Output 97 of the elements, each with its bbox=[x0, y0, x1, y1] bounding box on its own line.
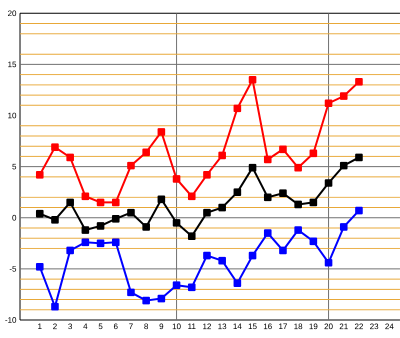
point bbox=[264, 229, 272, 237]
y-tick-label: -5 bbox=[10, 266, 16, 272]
point bbox=[66, 198, 74, 206]
x-tick-label: 23 bbox=[370, 324, 378, 330]
point bbox=[203, 252, 211, 260]
point bbox=[172, 281, 180, 290]
point bbox=[158, 128, 166, 136]
point bbox=[310, 237, 318, 246]
y-tick-label: 10 bbox=[8, 112, 16, 118]
x-tick-label: 14 bbox=[234, 324, 242, 330]
point bbox=[234, 188, 242, 196]
x-tick-label: 16 bbox=[264, 324, 272, 330]
x-tick-label: 13 bbox=[218, 324, 226, 330]
point bbox=[36, 171, 44, 179]
x-tick-label: 19 bbox=[310, 324, 318, 330]
point bbox=[324, 179, 332, 187]
point bbox=[172, 219, 180, 227]
point bbox=[218, 152, 226, 160]
x-tick-label: 22 bbox=[354, 324, 363, 330]
x-tick-label: 2 bbox=[53, 324, 57, 330]
point bbox=[279, 189, 287, 198]
point bbox=[112, 238, 120, 246]
point bbox=[279, 145, 287, 154]
point bbox=[218, 256, 226, 264]
point bbox=[324, 258, 332, 267]
point bbox=[234, 279, 242, 287]
point bbox=[248, 76, 256, 84]
x-tick-label: 8 bbox=[144, 324, 148, 330]
point bbox=[203, 208, 211, 216]
x-tick-label: 24 bbox=[385, 324, 394, 330]
point bbox=[294, 200, 302, 208]
point bbox=[279, 246, 287, 254]
x-tick-label: 18 bbox=[294, 324, 302, 330]
point bbox=[96, 198, 104, 206]
point bbox=[355, 206, 363, 214]
point bbox=[36, 210, 44, 218]
point bbox=[51, 216, 59, 224]
point bbox=[142, 148, 150, 156]
point bbox=[264, 156, 272, 164]
x-tick-label: 11 bbox=[188, 324, 196, 330]
point bbox=[203, 171, 211, 179]
point bbox=[158, 196, 166, 204]
point bbox=[96, 240, 104, 248]
point bbox=[142, 223, 150, 231]
x-tick-label: 10 bbox=[172, 324, 181, 330]
x-tick-label: 17 bbox=[279, 324, 287, 330]
point bbox=[127, 162, 135, 170]
point bbox=[324, 99, 332, 108]
point bbox=[248, 164, 256, 172]
point bbox=[188, 283, 196, 292]
point bbox=[355, 78, 363, 86]
point bbox=[51, 302, 59, 310]
point bbox=[172, 175, 180, 183]
x-tick-label: 3 bbox=[68, 324, 72, 330]
y-tick-label: 20 bbox=[8, 10, 16, 16]
y-tick-label: -10 bbox=[5, 317, 16, 323]
y-tick-label: 15 bbox=[8, 62, 16, 68]
point bbox=[158, 294, 166, 302]
point bbox=[340, 92, 348, 100]
point bbox=[234, 104, 242, 112]
point bbox=[294, 226, 302, 234]
x-tick-label: 7 bbox=[129, 324, 133, 330]
point bbox=[340, 223, 348, 231]
y-tick-label: 5 bbox=[12, 164, 16, 170]
x-tick-label: 1 bbox=[38, 324, 42, 330]
point bbox=[112, 214, 120, 223]
x-tick-label: 5 bbox=[98, 324, 102, 330]
x-tick-label: 9 bbox=[160, 324, 164, 330]
point bbox=[82, 226, 90, 234]
point bbox=[112, 198, 120, 206]
point bbox=[66, 154, 74, 162]
point bbox=[51, 143, 59, 152]
x-tick-label: 6 bbox=[114, 324, 118, 330]
point bbox=[188, 192, 196, 200]
point bbox=[218, 204, 226, 212]
point bbox=[66, 246, 74, 254]
point bbox=[310, 150, 318, 158]
point bbox=[142, 296, 150, 304]
point bbox=[82, 192, 90, 200]
y-tick-label: 0 bbox=[12, 214, 16, 221]
point bbox=[340, 162, 348, 170]
point bbox=[82, 238, 90, 246]
point bbox=[188, 232, 196, 240]
x-tick-label: 20 bbox=[324, 324, 333, 330]
point bbox=[127, 208, 135, 216]
point bbox=[127, 288, 135, 296]
point bbox=[36, 263, 44, 271]
point bbox=[355, 154, 363, 162]
point bbox=[248, 252, 256, 260]
point bbox=[310, 198, 318, 206]
x-tick-label: 15 bbox=[248, 324, 257, 330]
x-tick-label: 12 bbox=[203, 324, 212, 330]
point bbox=[264, 194, 272, 202]
point bbox=[294, 164, 302, 172]
x-tick-label: 21 bbox=[340, 324, 348, 330]
x-tick-label: 4 bbox=[83, 324, 88, 330]
point bbox=[96, 222, 104, 230]
